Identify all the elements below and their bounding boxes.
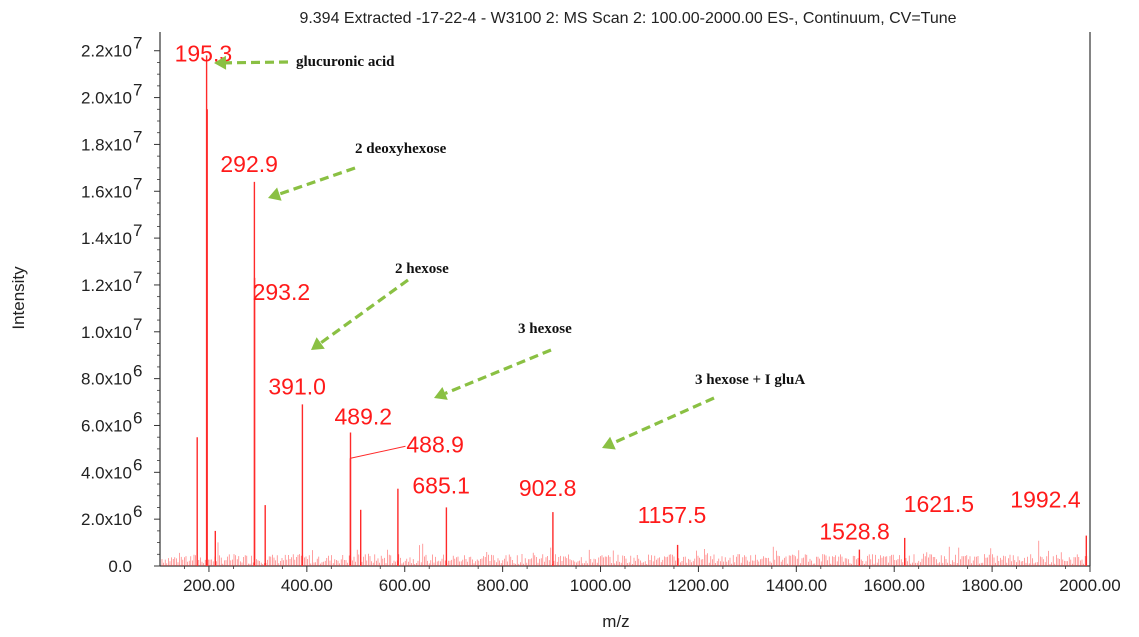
x-tick-label: 1400.00 xyxy=(766,576,827,595)
annotation-arrow-head-2 xyxy=(311,337,325,350)
peak-label-1621.5: 1621.5 xyxy=(904,491,974,517)
x-tick-label: 1600.00 xyxy=(863,576,924,595)
annotation-arrow-head-4 xyxy=(602,436,616,450)
y-tick-exponent: 7 xyxy=(133,221,142,240)
peak-label-1992.4: 1992.4 xyxy=(1010,487,1081,513)
x-axis-title: m/z xyxy=(602,612,629,631)
peak-label-1157.5: 1157.5 xyxy=(638,502,707,528)
spectrum-peaks xyxy=(196,55,1088,566)
baseline-noise xyxy=(161,540,1088,566)
peak-label-685.1: 685.1 xyxy=(412,472,470,498)
peak-label-488.9: 488.9 xyxy=(406,431,464,457)
y-tick-exponent: 7 xyxy=(133,127,142,146)
chart-title: 9.394 Extracted -17-22-4 - W3100 2: MS S… xyxy=(299,10,956,27)
y-tick-exponent: 6 xyxy=(133,362,142,381)
y-tick-label: 1.4x10 xyxy=(81,229,132,248)
annotation-arrow-line-1 xyxy=(278,166,356,196)
x-tick-label: 1800.00 xyxy=(961,576,1022,595)
annotation-arrow-line-3 xyxy=(444,348,552,395)
x-axis-ticks: 200.00 400.00 600.00 800.00 1000.00 1200.00 14… xyxy=(183,566,1121,595)
y-tick-exponent: 7 xyxy=(133,315,142,334)
annotation-3-hexose-gluA: 3 hexose + I gluA xyxy=(695,372,805,388)
peak-label-293.2: 293.2 xyxy=(253,279,311,305)
y-tick-label: 2.2x10 xyxy=(81,42,132,61)
annotation-arrow-line-2 xyxy=(319,278,409,345)
annotation-3-hexose: 3 hexose xyxy=(518,321,572,337)
peak-label-391.0: 391.0 xyxy=(268,373,326,399)
peak-label-leader xyxy=(350,445,406,459)
y-tick-label: 6.0x10 xyxy=(81,416,132,435)
y-tick-label: 1.6x10 xyxy=(81,182,132,201)
y-tick-label: 4.0x10 xyxy=(81,463,132,482)
x-tick-label: 200.00 xyxy=(183,576,235,595)
annotation-glucuronic-acid: glucuronic acid xyxy=(296,54,395,70)
y-tick-label: 8.0x10 xyxy=(81,370,132,389)
peak-label-489.2: 489.2 xyxy=(335,404,393,430)
annotation-2-hexose: 2 hexose xyxy=(395,261,449,277)
y-tick-exponent: 7 xyxy=(133,268,142,287)
annotation-arrow-line-4 xyxy=(612,396,715,445)
annotation-arrow-head-3 xyxy=(434,387,448,400)
y-tick-label: 1.2x10 xyxy=(81,276,132,295)
y-tick-label: 0.0 xyxy=(108,557,132,576)
x-tick-label: 800.00 xyxy=(477,576,529,595)
y-tick-exponent: 6 xyxy=(133,502,142,521)
annotation-arrow-head-0 xyxy=(214,55,227,70)
y-tick-exponent: 7 xyxy=(133,174,142,193)
y-tick-exponent: 7 xyxy=(133,81,142,100)
y-tick-label: 1.8x10 xyxy=(81,135,132,154)
x-tick-label: 400.00 xyxy=(281,576,333,595)
x-tick-label: 2000.00 xyxy=(1059,576,1120,595)
x-tick-label: 600.00 xyxy=(379,576,431,595)
y-axis-title: Intensity xyxy=(9,266,28,330)
peak-label-902.8: 902.8 xyxy=(519,475,577,501)
annotation-arrows xyxy=(214,55,715,450)
x-tick-label: 1000.00 xyxy=(570,576,631,595)
y-tick-exponent: 6 xyxy=(133,455,142,474)
x-tick-label: 1200.00 xyxy=(668,576,729,595)
y-tick-label: 2.0x10 xyxy=(81,510,132,529)
y-axis-ticks: 0.02.0x10 64.0x10 66.0x10 68.0x10 61.0x10 71.… xyxy=(81,34,160,576)
y-tick-exponent: 6 xyxy=(133,408,142,427)
y-tick-label: 2.0x10 xyxy=(81,89,132,108)
peak-label-292.9: 292.9 xyxy=(220,151,278,177)
annotation-2-deoxyhexose: 2 deoxyhexose xyxy=(355,141,447,157)
peak-label-1528.8: 1528.8 xyxy=(819,519,889,545)
annotation-arrow-head-1 xyxy=(268,187,282,201)
annotations: glucuronic acid 2 deoxyhexose 2 hexose 3… xyxy=(296,54,805,388)
annotation-arrow-line-0 xyxy=(225,60,289,65)
y-tick-label: 1.0x10 xyxy=(81,323,132,342)
y-tick-exponent: 7 xyxy=(133,34,142,53)
